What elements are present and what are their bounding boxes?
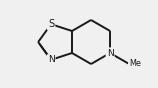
Text: S: S	[48, 19, 54, 29]
Text: N: N	[48, 55, 55, 64]
Text: Me: Me	[129, 59, 141, 68]
Text: N: N	[107, 48, 113, 57]
